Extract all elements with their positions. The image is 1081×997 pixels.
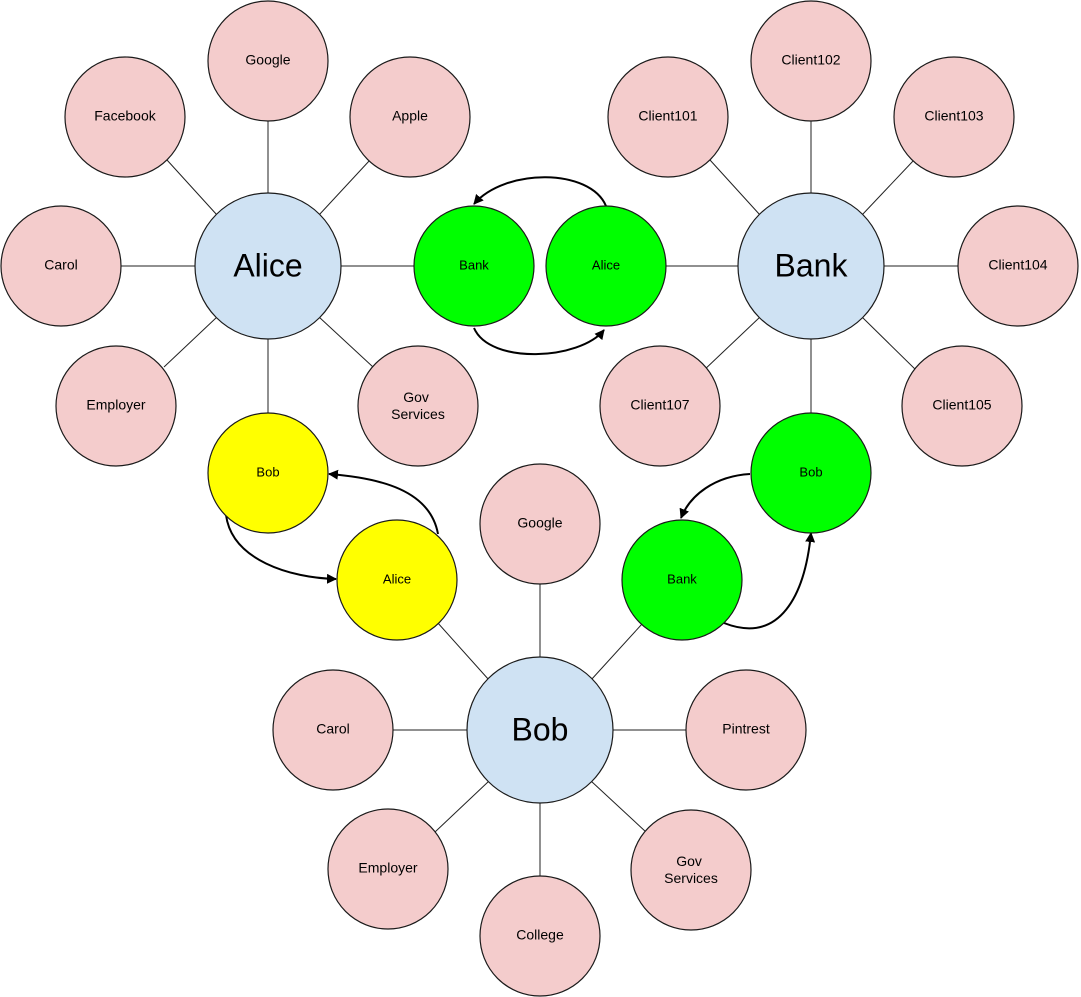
arrow-bank-to-bob — [723, 532, 816, 630]
alice-leaf-apple-node — [349, 56, 471, 178]
edge-bank-client107 — [701, 316, 761, 373]
bob-hub-label: Bob — [512, 711, 569, 747]
arrow-bank-to-alice-bottom — [473, 327, 605, 356]
bank-leaf-client101-node — [607, 56, 729, 178]
bob-leaf-carol-label: Carol — [316, 721, 349, 737]
alice-leaf-gov-node — [357, 345, 479, 467]
edge-bob-gov — [590, 780, 647, 833]
pair-alice-node — [545, 205, 667, 327]
bob-leaf-pintrest-label: Pintrest — [722, 721, 770, 737]
pair-bank-node — [413, 205, 535, 327]
bank-leaf-client105-node — [901, 345, 1023, 467]
bank-leaf-client101-label: Client101 — [638, 108, 697, 124]
edge-alice-facebook — [166, 159, 218, 216]
arrows — [225, 176, 816, 630]
bob-leaf-pintrest-node — [685, 669, 807, 791]
bank-leaf-client104-node — [957, 205, 1079, 327]
edge-bob-employer — [434, 780, 490, 833]
bob-leaf-carol-node — [272, 669, 394, 791]
bob-leaf-gov-line2: Services — [664, 870, 718, 886]
bob-leaf-college-node — [479, 875, 601, 997]
arrow-bob-to-alice — [225, 514, 337, 584]
pair-bob-green-node — [750, 412, 872, 534]
bank-leaf-client103-label: Client103 — [924, 108, 983, 124]
bank-leaf-client103-node — [893, 56, 1015, 178]
pair-alice-label: Alice — [592, 257, 620, 272]
bank-bob-pair: Bob Bank — [621, 412, 872, 641]
pair-bob-yellow-label: Bob — [256, 464, 279, 479]
alice-leaf-gov-label: Gov Services — [391, 389, 445, 422]
alice-leaf-carol-node — [0, 205, 122, 327]
bank-cluster: Client102 Client101 Client103 Client104 … — [599, 0, 1079, 467]
edge-bob-bank-pair — [590, 623, 643, 681]
bank-leaf-client107-label: Client107 — [630, 397, 689, 413]
bob-cluster: Google Carol Pintrest Employer College G… — [272, 463, 807, 997]
arrow-alice-to-bank-top — [473, 176, 607, 207]
pair-bank-green-label: Bank — [667, 571, 697, 586]
alice-leaf-apple-label: Apple — [392, 108, 428, 124]
alice-hub-label: Alice — [233, 247, 302, 283]
alice-leaf-google-node — [207, 0, 329, 122]
alice-bob-pair: Bob Alice — [207, 412, 458, 641]
edge-bob-alice-pair — [436, 621, 490, 681]
arrow-alice-to-bob — [328, 469, 439, 535]
bob-leaf-gov-line1: Gov — [676, 853, 702, 869]
edge-alice-apple — [318, 159, 371, 216]
bank-leaf-client104-label: Client104 — [988, 257, 1047, 273]
bob-leaf-google-node — [479, 463, 601, 585]
alice-leaf-gov-line2: Services — [391, 406, 445, 422]
alice-leaf-employer-node — [55, 345, 177, 467]
bank-leaf-client105-label: Client105 — [932, 397, 991, 413]
bob-leaf-google-label: Google — [517, 515, 562, 531]
bob-leaf-gov-label: Gov Services — [664, 853, 718, 886]
pair-alice-yellow-label: Alice — [383, 571, 411, 586]
bob-leaf-college-label: College — [516, 927, 564, 943]
bank-leaf-client107-node — [599, 345, 721, 467]
edge-bank-client101 — [709, 159, 761, 216]
bob-leaf-employer-label: Employer — [358, 860, 417, 876]
edges — [121, 120, 958, 877]
alice-bank-pair: Bank Alice — [413, 205, 667, 327]
bob-leaf-gov-node — [630, 809, 752, 931]
edge-alice-employer — [163, 316, 218, 368]
edge-alice-gov — [318, 316, 374, 368]
edge-bank-client103 — [861, 159, 915, 216]
bank-hub-node — [737, 192, 885, 340]
pair-bank-green-node — [621, 519, 743, 641]
alice-leaf-employer-label: Employer — [86, 397, 145, 413]
edge-bank-client105 — [861, 316, 919, 373]
pair-bank-label: Bank — [459, 257, 489, 272]
bob-leaf-employer-node — [327, 808, 449, 930]
bank-leaf-client102-node — [750, 0, 872, 122]
bank-leaf-client102-label: Client102 — [781, 52, 840, 68]
bob-hub-node — [466, 656, 614, 804]
alice-leaf-facebook-node — [64, 56, 186, 178]
pair-alice-yellow-node — [336, 519, 458, 641]
pair-bob-green-label: Bob — [799, 464, 822, 479]
alice-leaf-facebook-label: Facebook — [94, 108, 156, 124]
alice-hub-node — [194, 192, 342, 340]
alice-leaf-carol-label: Carol — [44, 257, 77, 273]
arrow-bob-to-bank — [679, 473, 751, 519]
bank-hub-label: Bank — [775, 247, 849, 283]
alice-cluster: Google Facebook Apple Carol Employer Gov… — [0, 0, 479, 467]
alice-leaf-gov-line1: Gov — [403, 389, 429, 405]
alice-leaf-google-label: Google — [245, 52, 290, 68]
pair-bob-yellow-node — [207, 412, 329, 534]
